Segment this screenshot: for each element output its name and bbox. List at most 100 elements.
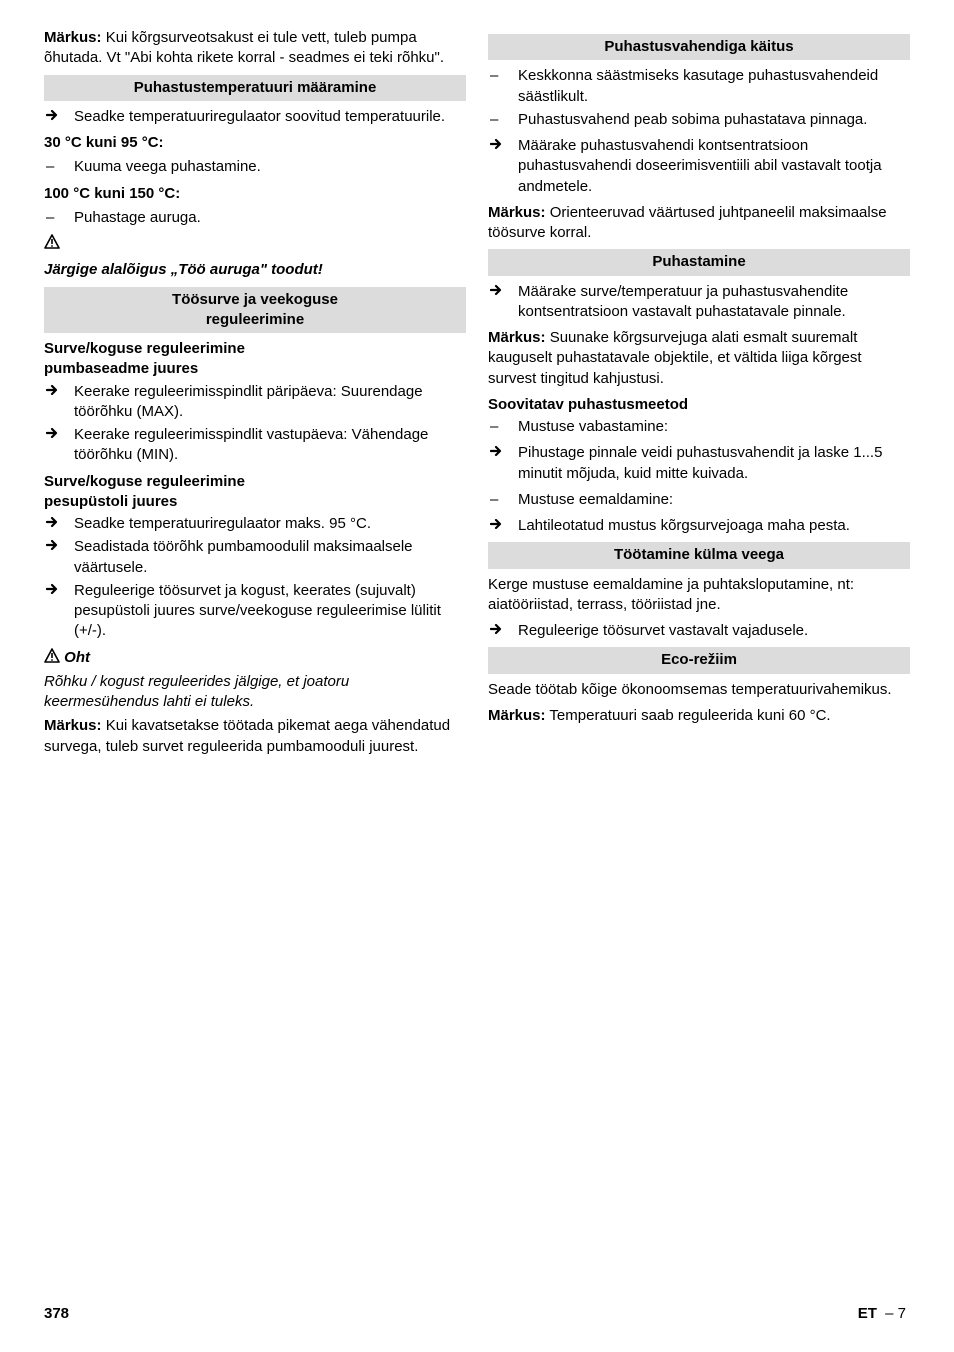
list-item: Määrake puhastusvahendi kontsentratsioon…	[488, 136, 910, 197]
lang-code: ET	[858, 1305, 877, 1322]
section-header-detergent: Puhastusvahendiga käitus	[488, 34, 910, 60]
danger-heading: Oht	[44, 648, 466, 668]
list: Pihustage pinnale veidi puhastusvahendit…	[488, 443, 910, 484]
list-item-text: Seadistada töörõhk pumbamoodulil maksima…	[74, 538, 413, 575]
section-header-coldwater: Töötamine külma veega	[488, 542, 910, 568]
section-header-pressure: Töösurve ja veekoguse reguleerimine	[44, 287, 466, 334]
section-header-eco: Eco-režiim	[488, 647, 910, 673]
left-column: Märkus: Kui kõrgsurveotsakust ei tule ve…	[44, 28, 466, 763]
list-item: Seadistada töörõhk pumbamoodulil maksima…	[44, 537, 466, 578]
danger-text: Rõhku / kogust reguleerides jälgige, et …	[44, 672, 466, 713]
subhead-line: pumbaseadme juures	[44, 360, 198, 377]
note-label: Märkus:	[488, 707, 546, 724]
arrow-icon	[490, 136, 504, 156]
note-paragraph: Märkus: Temperatuuri saab reguleerida ku…	[488, 706, 910, 726]
subhead-line: Surve/koguse reguleerimine	[44, 473, 245, 490]
list-item-text: Keerake reguleerimisspindlit päripäeva: …	[74, 383, 423, 420]
arrow-icon	[46, 425, 60, 445]
subhead-line: Surve/koguse reguleerimine	[44, 340, 245, 357]
list: –Keskkonna säästmiseks kasutage puhastus…	[488, 66, 910, 130]
paragraph: Seade töötab kõige ökonoomsemas temperat…	[488, 680, 910, 700]
arrow-icon	[46, 514, 60, 534]
arrow-icon	[490, 516, 504, 536]
list: –Mustuse vabastamine:	[488, 417, 910, 437]
list-item-text: Pihustage pinnale veidi puhastusvahendit…	[518, 444, 882, 481]
note-label: Märkus:	[44, 717, 102, 734]
list-item: –Puhastage auruga.	[44, 208, 466, 228]
list: Määrake surve/temperatuur ja puhastusvah…	[488, 282, 910, 323]
warning-triangle-icon	[44, 648, 60, 668]
dash-icon: –	[490, 66, 498, 86]
footer-lang: ET – 7	[858, 1304, 910, 1324]
warning-text: Järgige alalõigus „Töö auruga" toodut!	[44, 260, 466, 280]
list-item-text: Puhastusvahend peab sobima puhastatava p…	[518, 111, 867, 128]
list-item: Seadke temperatuuriregulaator maks. 95 °…	[44, 514, 466, 534]
dash-icon: –	[490, 490, 498, 510]
list-item-text: Keskkonna säästmiseks kasutage puhastusv…	[518, 67, 878, 104]
list: Seadke temperatuuriregulaator soovitud t…	[44, 107, 466, 127]
dash-icon: –	[46, 157, 54, 177]
page-number: 378	[44, 1304, 69, 1324]
list-item-text: Reguleerige töösurvet ja kogust, keerate…	[74, 582, 441, 640]
list-item: – Kuuma veega puhastamine.	[44, 157, 466, 177]
right-column: Puhastusvahendiga käitus –Keskkonna sääs…	[488, 28, 910, 763]
list: – Kuuma veega puhastamine.	[44, 157, 466, 177]
subheading: Surve/koguse reguleerimine pumbaseadme j…	[44, 339, 466, 380]
note-paragraph: Märkus: Kui kõrgsurveotsakust ei tule ve…	[44, 28, 466, 69]
note-paragraph: Märkus: Kui kavatsetakse töötada pikemat…	[44, 716, 466, 757]
list-item-text: Mustuse eemaldamine:	[518, 491, 673, 508]
note-text: Temperatuuri saab reguleerida kuni 60 °C…	[546, 707, 831, 724]
subheading: Soovitatav puhastusmeetod	[488, 395, 910, 415]
note-label: Märkus:	[44, 29, 102, 46]
arrow-icon	[490, 282, 504, 302]
subpage: – 7	[885, 1305, 906, 1322]
temp-range: 100 °C kuni 150 °C:	[44, 184, 466, 204]
page-footer: 378 ET – 7	[44, 1304, 910, 1324]
list-item-text: Seadke temperatuuriregulaator soovitud t…	[74, 108, 445, 125]
list: – Mustuse eemaldamine:	[488, 490, 910, 510]
list: Reguleerige töösurvet vastavalt vajaduse…	[488, 621, 910, 641]
list-item: –Keskkonna säästmiseks kasutage puhastus…	[488, 66, 910, 107]
warning-triangle-icon	[44, 234, 60, 254]
arrow-icon	[490, 443, 504, 463]
note-text: Kui kõrgsurveotsakust ei tule vett, tule…	[44, 29, 444, 66]
arrow-icon	[46, 107, 60, 127]
arrow-icon	[46, 581, 60, 601]
list: –Puhastage auruga.	[44, 208, 466, 228]
section-header-cleaning: Puhastamine	[488, 249, 910, 275]
warning-line	[44, 234, 466, 254]
list-item: Keerake reguleerimisspindlit vastupäeva:…	[44, 425, 466, 466]
note-label: Märkus:	[488, 204, 546, 221]
list: Lahtileotatud mustus kõrgsurvejoaga maha…	[488, 516, 910, 536]
list-item: Määrake surve/temperatuur ja puhastusvah…	[488, 282, 910, 323]
list-item: – Mustuse eemaldamine:	[488, 490, 910, 510]
list-item-text: Kuuma veega puhastamine.	[74, 158, 261, 175]
list-item-text: Seadke temperatuuriregulaator maks. 95 °…	[74, 515, 371, 532]
arrow-icon	[46, 382, 60, 402]
list-item-text: Lahtileotatud mustus kõrgsurvejoaga maha…	[518, 517, 850, 534]
subhead-line: pesupüstoli juures	[44, 493, 177, 510]
temp-range: 30 °C kuni 95 °C:	[44, 133, 466, 153]
list-item: –Puhastusvahend peab sobima puhastatava …	[488, 110, 910, 130]
list-item: Keerake reguleerimisspindlit päripäeva: …	[44, 382, 466, 423]
dash-icon: –	[46, 208, 54, 228]
subheading: Surve/koguse reguleerimine pesupüstoli j…	[44, 472, 466, 513]
arrow-icon	[46, 537, 60, 557]
list-item: Reguleerige töösurvet ja kogust, keerate…	[44, 581, 466, 642]
paragraph: Kerge mustuse eemaldamine ja puhtakslopu…	[488, 575, 910, 616]
note-text: Orienteeruvad väärtused juhtpaneelil mak…	[488, 204, 887, 241]
list-item: Pihustage pinnale veidi puhastusvahendit…	[488, 443, 910, 484]
note-text: Kui kavatsetakse töötada pikemat aega vä…	[44, 717, 450, 754]
list-item-text: Määrake puhastusvahendi kontsentratsioon…	[518, 137, 882, 195]
header-line: reguleerimine	[48, 310, 462, 330]
note-paragraph: Märkus: Suunake kõrgsurvejuga alati esma…	[488, 328, 910, 389]
list: Seadke temperatuuriregulaator maks. 95 °…	[44, 514, 466, 642]
list-item: Seadke temperatuuriregulaator soovitud t…	[44, 107, 466, 127]
note-label: Märkus:	[488, 329, 546, 346]
list-item-text: Määrake surve/temperatuur ja puhastusvah…	[518, 283, 848, 320]
section-header-temp: Puhastustemperatuuri määramine	[44, 75, 466, 101]
list-item: Reguleerige töösurvet vastavalt vajaduse…	[488, 621, 910, 641]
header-line: Töösurve ja veekoguse	[48, 290, 462, 310]
list-item-text: Reguleerige töösurvet vastavalt vajaduse…	[518, 622, 808, 639]
note-paragraph: Märkus: Orienteeruvad väärtused juhtpane…	[488, 203, 910, 244]
